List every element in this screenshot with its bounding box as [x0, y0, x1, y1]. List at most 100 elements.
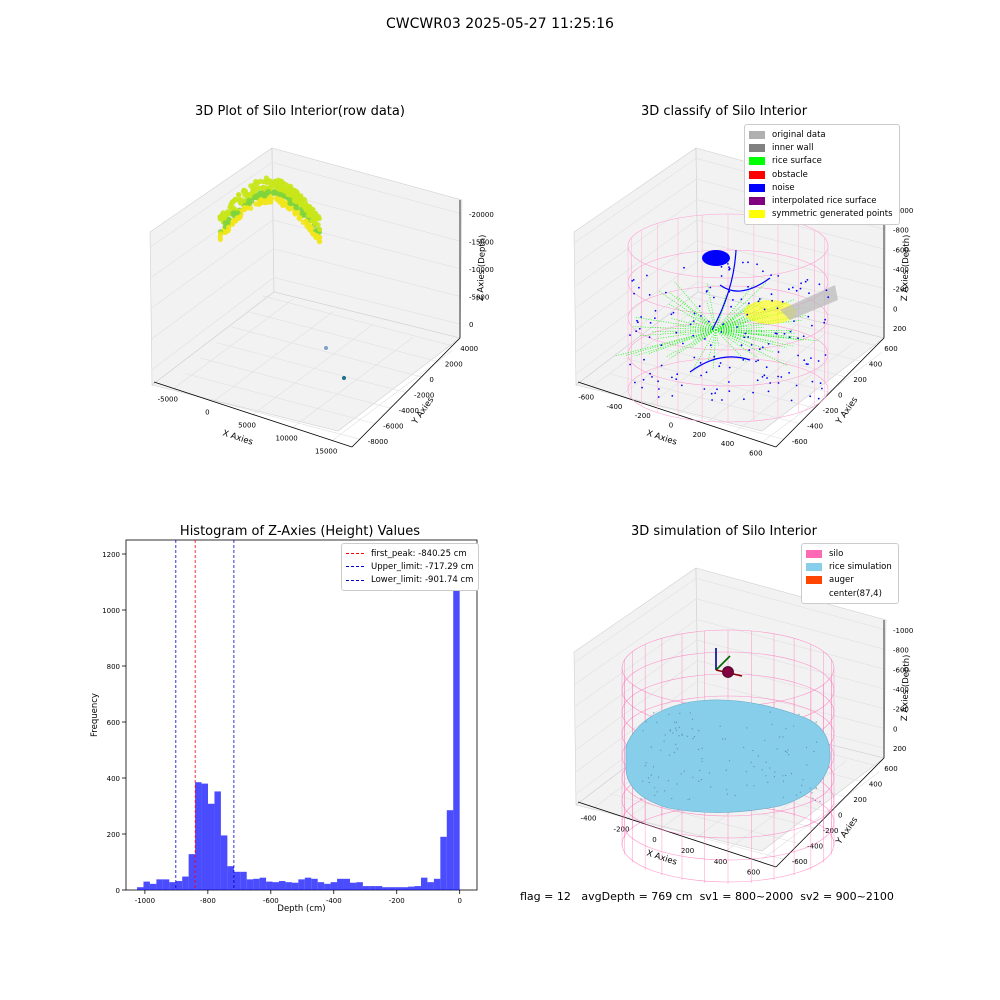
data-point — [291, 187, 297, 193]
noise-point — [774, 332, 777, 335]
rice-mesh-dot — [698, 780, 700, 783]
x-tick-label: -200 — [635, 412, 651, 420]
legend-item-rice-surface: rice surface — [749, 155, 893, 168]
x-tick-label: 0 — [205, 409, 209, 417]
z-tick-label: -15000 — [469, 238, 494, 246]
legend-label: Lower_limit: -901.74 cm — [371, 575, 474, 586]
x-tick-label: 0 — [669, 422, 673, 430]
noise-point — [755, 360, 757, 363]
rice-mesh-dot — [654, 794, 656, 797]
data-point — [276, 191, 282, 197]
rice-mesh-dot — [773, 776, 776, 778]
rice-mesh-dot — [782, 775, 784, 777]
legend-swatch — [749, 143, 765, 152]
grid-line — [200, 357, 391, 409]
x-tick-label: 400 — [714, 858, 727, 866]
x-tick-label: 10000 — [275, 435, 297, 443]
rice-mesh-dot — [692, 738, 694, 740]
rice-surface-ray — [635, 316, 717, 331]
noise-point — [637, 321, 639, 324]
grid-line — [655, 326, 846, 378]
rice-mesh-dot — [753, 766, 755, 768]
noise-point — [680, 384, 683, 387]
rice-mesh-dot — [708, 772, 711, 774]
rice-mesh-dot — [743, 746, 745, 749]
histogram-bar — [311, 878, 318, 890]
grid-line — [733, 342, 854, 434]
rice-mesh-dot — [809, 787, 811, 789]
noise-point — [682, 342, 684, 345]
y-tick-label: 1000 — [102, 607, 120, 615]
auger-axis-y — [715, 655, 731, 671]
data-point — [263, 179, 269, 185]
noise-point — [658, 388, 660, 390]
rice-surface-ray — [668, 303, 717, 331]
noise-point — [821, 387, 823, 390]
histogram-bar — [201, 783, 208, 890]
histogram-bar — [420, 877, 428, 890]
noise-point — [709, 286, 712, 289]
data-point — [257, 185, 264, 191]
y-tick-label: -200 — [823, 407, 839, 415]
histogram-bar — [188, 854, 196, 890]
legend-swatch — [749, 170, 765, 179]
legend-swatch — [749, 157, 765, 166]
y-tick-label: -200 — [823, 827, 839, 835]
rice-mesh-dot — [745, 771, 747, 773]
legend-swatch — [749, 197, 765, 206]
rice-mesh-dot — [782, 796, 784, 798]
figure-suptitle: CWCWR03 2025-05-27 11:25:16 — [386, 16, 614, 32]
rice-mesh-dot — [678, 735, 680, 737]
noise-point — [824, 318, 826, 321]
rice-mesh-dot — [724, 738, 726, 740]
rice-mesh-dot — [725, 789, 728, 791]
noise-point — [654, 317, 656, 319]
histogram-bar — [395, 887, 402, 890]
rice-surface-ray — [715, 319, 804, 331]
data-point — [227, 204, 233, 210]
rice-mesh-dot — [785, 728, 787, 730]
noise-point — [763, 308, 766, 311]
rice-mesh-dot — [798, 713, 800, 716]
z-tick-label: -600 — [893, 246, 909, 254]
grid-line — [246, 311, 437, 362]
noise-point — [649, 372, 651, 375]
rice-mesh-dot — [811, 792, 813, 794]
legend-item-interpolated: interpolated rice surface — [749, 194, 893, 207]
data-point — [285, 186, 291, 192]
rice-mesh-dot — [693, 736, 696, 738]
noise-point — [629, 363, 631, 366]
noise-point — [657, 380, 659, 383]
y-tick-label: -6000 — [383, 423, 403, 431]
histogram-bar — [433, 878, 441, 890]
grid-line — [761, 352, 883, 443]
noise-point — [671, 376, 673, 379]
noise-point — [818, 283, 821, 286]
data-point — [269, 184, 275, 190]
rice-mesh-dot — [669, 729, 672, 731]
noise-point — [732, 299, 734, 301]
noise-point — [711, 399, 713, 401]
y-axis-line — [351, 337, 461, 448]
noise-point — [769, 382, 772, 384]
histogram-bar — [337, 878, 344, 890]
grid-line — [150, 162, 462, 248]
noise-point — [742, 359, 745, 361]
rice-mesh-dot — [779, 736, 781, 738]
noise-point — [777, 375, 779, 378]
data-point — [241, 198, 247, 204]
noise-point — [788, 372, 790, 374]
data-point — [218, 231, 224, 237]
rice-mesh-dot — [668, 754, 671, 756]
legend-label: interpolated rice surface — [772, 196, 877, 207]
noise-point — [777, 275, 780, 277]
noise-point — [631, 280, 634, 282]
z-tick-label: -200 — [893, 706, 909, 714]
noise-point — [649, 322, 652, 324]
rice-surface-ray — [715, 325, 748, 331]
legend-item-noise: noise — [749, 181, 893, 194]
legend-label: rice simulation — [829, 561, 892, 572]
y-tick-label: 400 — [869, 780, 882, 788]
z-tick-label: -800 — [893, 647, 909, 655]
grid-line — [575, 240, 885, 331]
